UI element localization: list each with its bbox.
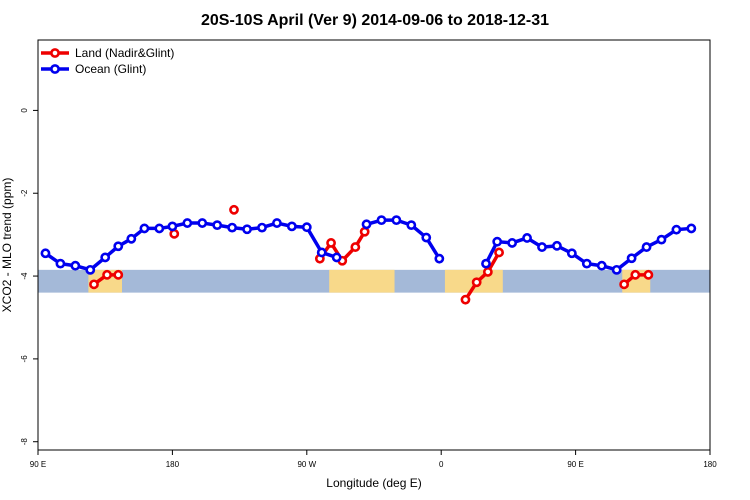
x-tick-label: 0 (439, 460, 444, 469)
data-point (522, 233, 532, 243)
x-tick-label: 90 E (30, 460, 46, 469)
x-tick-label: 180 (166, 460, 180, 469)
data-point (566, 248, 577, 259)
series-ocean (40, 215, 697, 275)
data-point (643, 269, 654, 280)
data-point (167, 221, 178, 232)
data-point (257, 222, 267, 233)
data-point (361, 219, 372, 230)
data-point (494, 247, 504, 258)
data-point (671, 224, 682, 235)
data-point (85, 264, 96, 275)
land-band (329, 269, 395, 293)
data-point (331, 252, 342, 263)
y-tick-label: -6 (20, 355, 29, 363)
data-point (212, 220, 223, 231)
data-point (552, 240, 562, 251)
data-point (102, 269, 112, 280)
data-point (421, 232, 432, 243)
data-point (537, 242, 547, 252)
data-point (154, 223, 165, 234)
data-point (641, 242, 652, 252)
series-line (463, 251, 501, 301)
data-point (376, 215, 387, 226)
data-point (126, 233, 137, 244)
data-point (169, 228, 180, 239)
land-ocean-strip (38, 269, 710, 293)
data-point (596, 260, 607, 271)
series-land (89, 204, 654, 305)
legend: Land (Nadir&Glint) Ocean (Glint) (41, 46, 174, 76)
plot-frame (37, 39, 711, 451)
data-point (492, 236, 503, 247)
data-point (507, 238, 518, 248)
data-point (434, 253, 445, 264)
data-point (630, 269, 641, 280)
x-tick-label: 90 E (567, 460, 583, 469)
data-point (481, 258, 491, 269)
data-point (350, 242, 361, 252)
data-point (611, 264, 622, 275)
data-point (686, 223, 697, 234)
data-point (272, 218, 282, 228)
data-point (626, 253, 637, 264)
data-point (197, 218, 208, 228)
data-point (471, 277, 482, 288)
data-point (113, 241, 124, 252)
data-point (40, 248, 51, 259)
data-point (326, 238, 336, 248)
y-tick-label: 0 (20, 108, 29, 113)
data-point (460, 294, 471, 305)
data-point (581, 258, 592, 269)
data-point (301, 222, 312, 233)
y-tick-label: -8 (20, 438, 29, 446)
x-axis-label: Longitude (deg E) (326, 476, 421, 490)
y-tick-label: -4 (20, 272, 29, 280)
data-point (139, 223, 150, 234)
y-axis: 0 -2 -4 -6 -8 (20, 108, 38, 446)
data-point (391, 215, 402, 226)
data-point (619, 279, 630, 290)
legend-marker (50, 64, 60, 74)
data-point (89, 279, 99, 290)
legend-marker (50, 48, 60, 58)
data-point (70, 260, 81, 271)
data-point (100, 252, 111, 263)
y-axis-label: XCO2 - MLO trend (ppm) (0, 178, 14, 313)
series-layer (40, 204, 697, 305)
data-point (55, 258, 66, 269)
data-point (286, 221, 297, 232)
data-point (242, 224, 252, 235)
x-tick-label: 90 W (297, 460, 316, 469)
data-point (227, 222, 238, 233)
y-tick-label: -2 (20, 189, 29, 197)
data-point (316, 247, 327, 258)
x-axis: 90 E 180 90 W 0 90 E 180 (30, 450, 717, 469)
data-point (482, 267, 493, 277)
x-tick-label: 180 (703, 460, 717, 469)
legend-label: Land (Nadir&Glint) (75, 46, 174, 60)
data-point (359, 226, 370, 237)
legend-label: Ocean (Glint) (75, 62, 146, 76)
data-point (406, 220, 417, 231)
data-point (656, 234, 667, 245)
data-point (182, 218, 193, 228)
chart-title: 20S-10S April (Ver 9) 2014-09-06 to 2018… (201, 12, 549, 29)
data-point (229, 204, 239, 215)
data-point (113, 269, 124, 280)
